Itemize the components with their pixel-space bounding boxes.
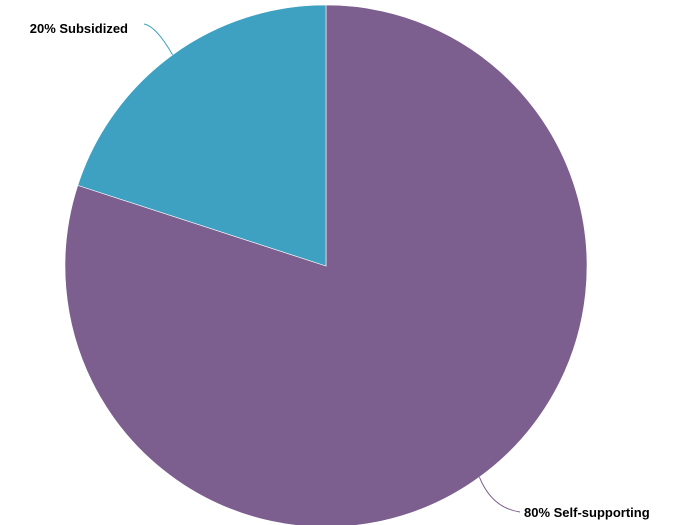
leader-line-self-supporting [478, 476, 521, 513]
slice-label-subsidized: 20% Subsidized [30, 21, 128, 36]
slice-label-self-supporting: 80% Self-supporting [524, 505, 650, 520]
label-leader-lines [143, 23, 521, 513]
leader-line-subsidized [143, 23, 174, 56]
pie-slice-subsidized [77, 4, 327, 267]
pie-slices [64, 4, 588, 525]
slice-labels: 80% Self-supporting 20% Subsidized [30, 21, 650, 520]
